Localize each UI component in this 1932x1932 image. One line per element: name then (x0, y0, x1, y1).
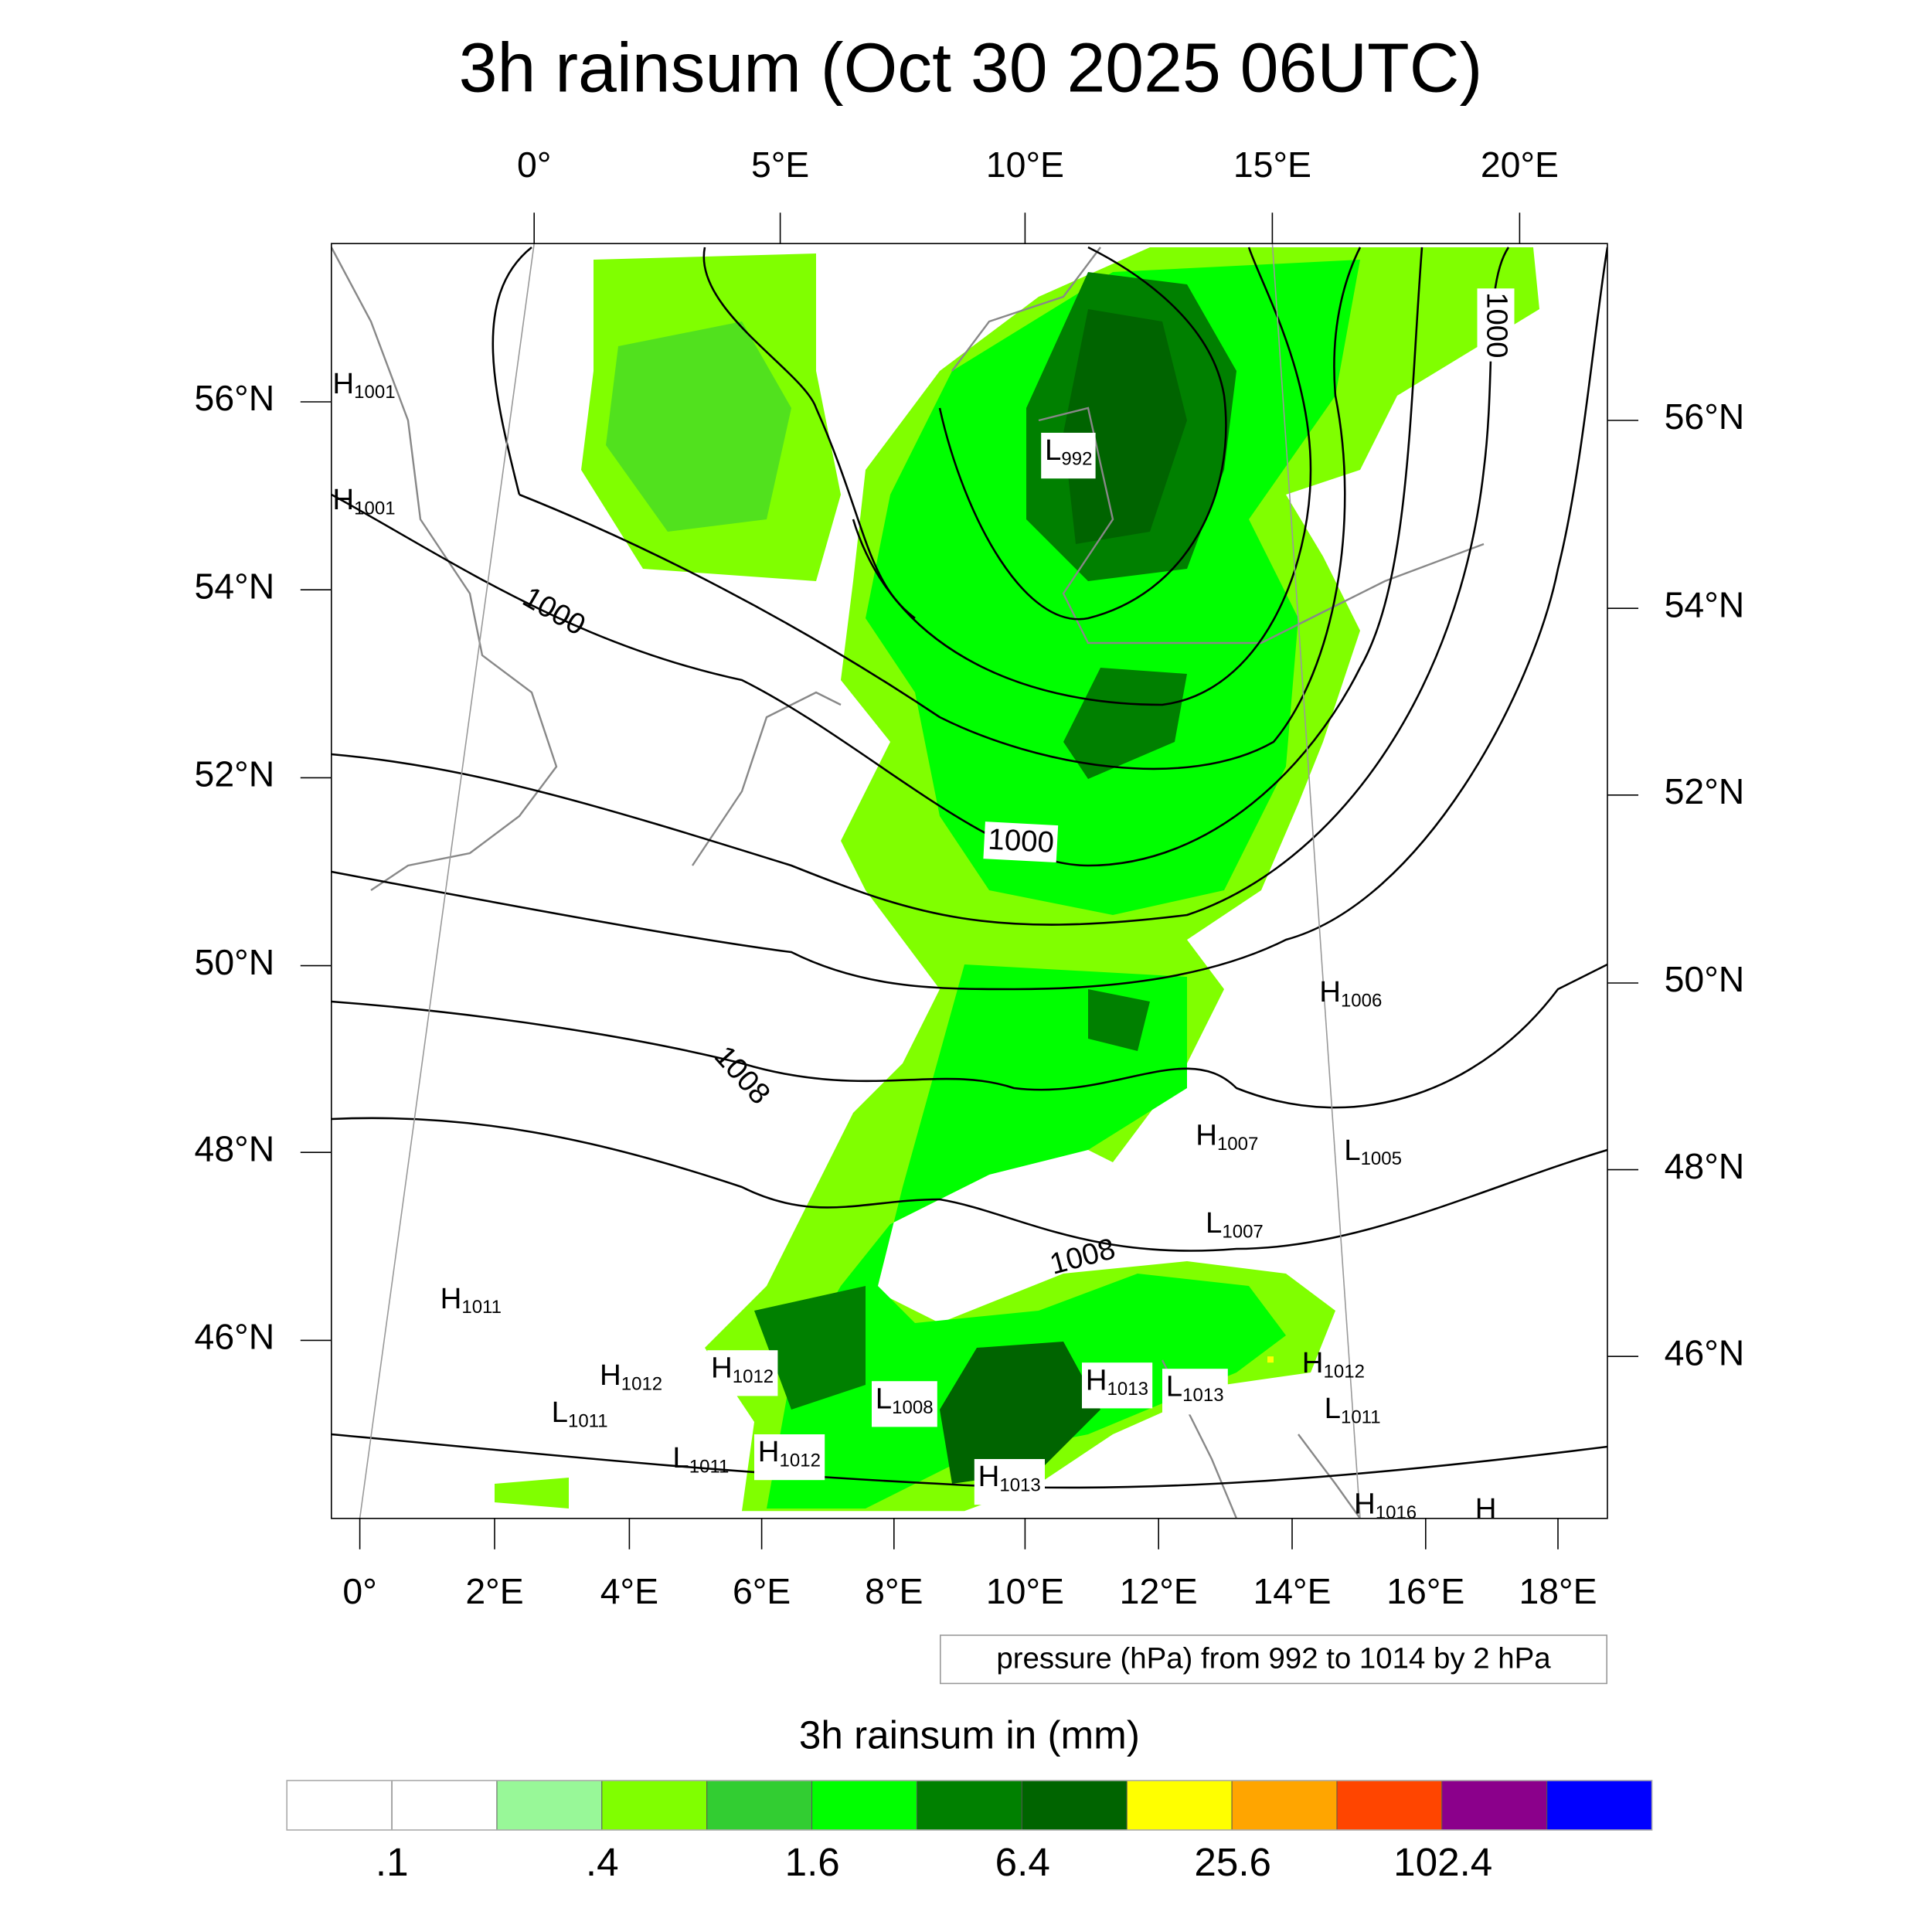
left-lat-tick: 48°N (194, 1130, 275, 1170)
left-lat-tick: 52°N (194, 755, 275, 795)
colorbar-label: .4 (585, 1839, 619, 1885)
colorbar-swatch (1546, 1780, 1653, 1831)
pressure-center-label: L1013 (1162, 1369, 1228, 1415)
contour-label: 1000 (1477, 288, 1515, 362)
bottom-lon-tick: 4°E (600, 1573, 659, 1613)
rain-area-dark-5 (754, 1286, 866, 1410)
contour-info-box: pressure (hPa) from 992 to 1014 by 2 hPa (940, 1634, 1607, 1685)
colorbar (286, 1780, 1653, 1831)
colorbar-swatch (1021, 1780, 1128, 1831)
pressure-center-label: H1011 (440, 1282, 502, 1318)
pressure-center-label: L1007 (1206, 1206, 1264, 1243)
colorbar-label: 102.4 (1393, 1839, 1493, 1885)
pressure-center-label: H1007 (1196, 1119, 1259, 1155)
colorbar-label: 6.4 (995, 1839, 1050, 1885)
left-lat-tick: 50°N (194, 943, 275, 983)
colorbar-swatch (811, 1780, 917, 1831)
pressure-center-label: H1012 (707, 1350, 777, 1396)
right-lat-tick: 56°N (1664, 398, 1745, 438)
rain-area-sw-streaks (495, 1478, 569, 1509)
top-lon-tick: 10°E (985, 145, 1064, 185)
colorbar-swatch (496, 1780, 603, 1831)
map-frame (331, 243, 1608, 1519)
bottom-lon-tick: 6°E (732, 1573, 791, 1613)
bottom-lon-tick: 8°E (865, 1573, 923, 1613)
right-lat-tick: 50°N (1664, 961, 1745, 1001)
pressure-center-label: H1013 (974, 1459, 1045, 1505)
chart-title: 3h rainsum (Oct 30 2025 06UTC) (458, 28, 1483, 107)
colorbar-swatch (1336, 1780, 1443, 1831)
colorbar-label: 1.6 (784, 1839, 840, 1885)
right-lat-tick: 48°N (1664, 1147, 1745, 1187)
left-lat-tick: 54°N (194, 567, 275, 607)
colorbar-swatch (706, 1780, 813, 1831)
colorbar-swatch (916, 1780, 1022, 1831)
pressure-center-label: H1012 (1301, 1346, 1365, 1383)
colorbar-swatch (391, 1780, 498, 1831)
bottom-lon-tick: 0° (342, 1573, 377, 1613)
pressure-center-label: H1012 (600, 1359, 663, 1395)
top-lon-tick: 20°E (1480, 145, 1559, 185)
pressure-center-label: H (1475, 1492, 1497, 1519)
colorbar-swatch (601, 1780, 708, 1831)
colorbar-swatch (1441, 1780, 1548, 1831)
rain-area-green (866, 260, 1360, 915)
bottom-lon-tick: 16°E (1386, 1573, 1465, 1613)
colorbar-swatch (1126, 1780, 1233, 1831)
axis-ticks (300, 213, 1639, 1549)
pressure-center-label: L1011 (672, 1441, 730, 1478)
graticule (359, 243, 1361, 1519)
pressure-center-label: L1008 (872, 1381, 937, 1427)
rain-area-dark-4 (940, 1342, 1100, 1484)
bottom-lon-tick: 18°E (1519, 1573, 1597, 1613)
colorbar-swatch (286, 1780, 393, 1831)
contour-label: 1000 (983, 821, 1059, 863)
right-lat-tick: 52°N (1664, 773, 1745, 813)
colorbar-label: .1 (375, 1839, 409, 1885)
pressure-center-label: L1005 (1344, 1134, 1402, 1170)
left-lat-tick: 46°N (194, 1318, 275, 1358)
rain-field (331, 243, 1608, 1519)
colorbar-swatch (1231, 1780, 1338, 1831)
pressure-contours (331, 246, 1608, 1489)
bottom-lon-tick: 14°E (1253, 1573, 1332, 1613)
right-lat-tick: 54°N (1664, 586, 1745, 626)
top-lon-tick: 0° (517, 145, 552, 185)
pressure-center-label: H1001 (332, 483, 396, 519)
top-lon-tick: 15°E (1233, 145, 1311, 185)
top-lon-tick: 5°E (750, 145, 810, 185)
rain-area-nw-green (606, 321, 791, 532)
left-lat-tick: 56°N (194, 379, 275, 420)
pressure-center-label: H1006 (1319, 975, 1383, 1012)
bottom-lon-tick: 10°E (985, 1573, 1064, 1613)
rain-yellow-spot (1267, 1356, 1274, 1363)
pressure-center-label: H1001 (332, 367, 396, 403)
rain-area-dark-6 (1088, 989, 1150, 1051)
colorbar-frame (286, 1780, 1653, 1831)
coastlines (331, 247, 1485, 1519)
pressure-center-label: L1011 (1324, 1392, 1381, 1428)
right-lat-tick: 46°N (1664, 1334, 1745, 1374)
pressure-center-label: H1012 (754, 1434, 825, 1481)
rain-area-dark-3 (1063, 668, 1187, 779)
bottom-lon-tick: 2°E (465, 1573, 524, 1613)
pressure-center-label: L1011 (551, 1396, 608, 1432)
rain-area-dark-2 (1063, 309, 1187, 544)
pressure-center-label: H1013 (1082, 1362, 1152, 1409)
bottom-lon-tick: 12°E (1119, 1573, 1198, 1613)
pressure-center-label: L992 (1041, 433, 1097, 479)
rain-area-green-2 (767, 964, 1286, 1509)
colorbar-label: 25.6 (1194, 1839, 1272, 1885)
colorbar-title: 3h rainsum in (mm) (798, 1713, 1140, 1757)
pressure-center-label: H1016 (1354, 1487, 1417, 1519)
